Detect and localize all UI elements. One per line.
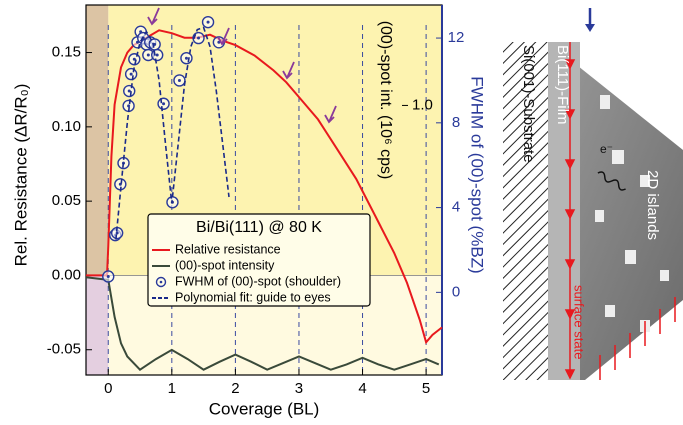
y2-tick-label: 12 xyxy=(448,29,465,46)
y-tick-label: 0.00 xyxy=(52,266,81,283)
y-tick-label: 0.15 xyxy=(52,44,81,61)
marker-dot xyxy=(206,20,210,24)
y2-tick-label: 0 xyxy=(452,283,460,300)
legend-label: (00)-spot intensity xyxy=(175,258,275,272)
marker xyxy=(150,48,164,62)
marker-dot xyxy=(115,231,119,235)
legend-label: Relative resistance xyxy=(175,242,281,256)
marker-dot xyxy=(155,53,159,57)
marker xyxy=(128,53,141,66)
x-tick-label: 2 xyxy=(231,380,239,397)
marker-dot xyxy=(184,56,188,60)
marker xyxy=(148,38,161,51)
series-line xyxy=(85,276,440,371)
x-tick-label: 1 xyxy=(168,380,176,397)
marker xyxy=(157,97,170,110)
x-tick-label: 3 xyxy=(295,380,303,397)
y3-tick-label: 1.0 xyxy=(412,96,433,113)
marker-dot xyxy=(129,72,133,76)
y3-axis-label: (00)-spot int. (10⁶ cps) xyxy=(377,21,394,180)
marker-dot xyxy=(127,104,131,108)
film xyxy=(548,42,580,380)
stm-image xyxy=(548,42,683,380)
x-tick-label: 0 xyxy=(104,380,112,397)
legend-label: Polynomial fit: guide to eyes xyxy=(175,290,331,304)
y2-tick-label: 4 xyxy=(452,199,460,216)
marker xyxy=(123,84,136,98)
marker xyxy=(124,67,138,81)
marker-dot xyxy=(132,57,136,61)
y-tick-label: 0.10 xyxy=(52,118,81,135)
marker xyxy=(102,270,115,283)
marker xyxy=(173,74,186,87)
bg-pre-lower xyxy=(86,275,109,375)
marker-dot xyxy=(106,274,110,278)
y2-axis-label: FWHM of (00)-spot (%BZ) xyxy=(468,76,487,273)
plot: 0 1 2 3 4 5-0.050.000.050.100.15048121.0Cover… xyxy=(11,4,487,418)
series-line xyxy=(86,29,443,345)
electron-label: e⁻ xyxy=(600,142,613,156)
legend-marker xyxy=(155,276,167,288)
legend-box xyxy=(147,213,371,307)
x-tick-label: 4 xyxy=(358,380,366,397)
substrate xyxy=(503,42,548,380)
annotation-arrow xyxy=(324,105,337,124)
y2-tick-label: 8 xyxy=(452,114,460,131)
substrate-label: Si(001)-Substrate xyxy=(520,45,537,163)
islands-label: 2D islands xyxy=(644,170,661,240)
surface-state-label: surface state xyxy=(572,285,587,359)
marker-dot xyxy=(177,78,181,82)
legend-marker-dot xyxy=(159,280,163,284)
marker-dot xyxy=(146,53,150,57)
x-axis-label: Coverage (BL) xyxy=(209,399,320,418)
bg-pre-upper xyxy=(86,5,109,276)
legend-title: Bi/Bi(111) @ 80 K xyxy=(196,219,322,236)
annotation-arrow xyxy=(147,7,160,26)
marker-dot xyxy=(197,36,201,40)
schematic: Si(001)-Substrate Bi(111)-Film 2D island… xyxy=(503,8,683,380)
y-axis-label: Rel. Resistance (ΔR/R₀) xyxy=(11,84,30,267)
legend-label: FWHM of (00)-spot (shoulder) xyxy=(175,274,341,288)
series-line xyxy=(115,26,230,240)
state-arrows xyxy=(564,42,676,380)
marker-dot xyxy=(127,89,131,93)
annotation-arrow xyxy=(282,61,295,80)
y-tick-label: 0.05 xyxy=(52,192,81,209)
marker xyxy=(201,15,215,29)
x-tick-label: 5 xyxy=(422,380,430,397)
film-label: Bi(111)-Film xyxy=(554,45,571,124)
marker-dot xyxy=(162,102,166,106)
annotation-arrow xyxy=(217,27,230,46)
legend: Bi/Bi(111) @ 80 K Relative resistance (00)… xyxy=(147,213,371,307)
y-tick-label: -0.05 xyxy=(47,341,81,358)
